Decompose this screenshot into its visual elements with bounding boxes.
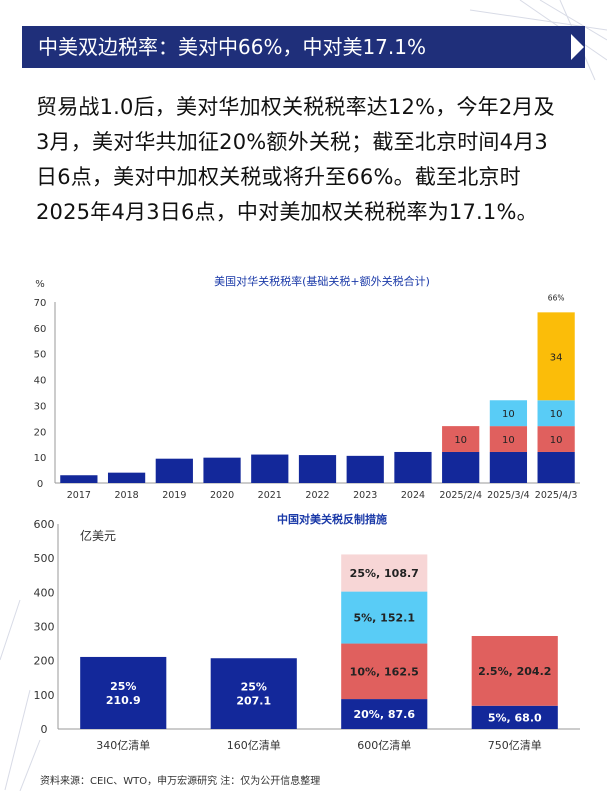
y-tick-label: 0 (41, 723, 48, 736)
bar-segment (489, 451, 528, 483)
x-tick-label: 2019 (162, 490, 186, 501)
banner-arrow-icon (571, 34, 584, 60)
bar-data-label: 25% (110, 680, 136, 693)
bar-segment (60, 475, 98, 483)
x-tick-label: 2020 (210, 490, 234, 501)
x-tick-label: 750亿清单 (488, 739, 542, 752)
x-tick-label: 2025/3/4 (487, 490, 530, 501)
y-tick-label: 20 (34, 427, 47, 438)
bar-data-label: 10 (550, 409, 563, 420)
page-title-banner: 中美双边税率：美对中66%，中对美17.1% (22, 26, 585, 68)
y-tick-label: 200 (34, 655, 55, 668)
bar-segment (107, 472, 146, 483)
bar-segment (298, 455, 337, 483)
x-tick-label: 2022 (305, 490, 329, 501)
y-tick-label: 500 (34, 552, 55, 565)
y-tick-label: 50 (34, 350, 47, 361)
y-axis-label: 亿美元 (80, 528, 116, 543)
bar-segment (537, 426, 575, 452)
bar-data-label: 20%, 87.6 (354, 708, 416, 721)
bar-data-label: 25% (241, 681, 267, 694)
y-tick-label: 0 (37, 479, 43, 490)
bar-segment (394, 451, 432, 483)
y-tick-label: 70 (34, 298, 47, 309)
page-title: 中美双边税率：美对中66%，中对美17.1% (38, 35, 426, 59)
intro-paragraph: 贸易战1.0后，美对华加权关税税率达12%，今年2月及 3月，美对华共加征20%… (36, 90, 584, 230)
bar-segment (210, 658, 297, 729)
chart-title: 中国对美关税反制措施 (277, 512, 387, 526)
bar-data-label: 10 (550, 435, 563, 446)
y-tick-label: 60 (34, 324, 47, 335)
bar-data-label: 210.9 (106, 694, 141, 707)
y-tick-label: 400 (34, 586, 55, 599)
bar-segment (203, 457, 241, 483)
y-tick-label: 600 (34, 518, 55, 531)
bar-segment (471, 705, 558, 729)
bar-data-label: 207.1 (236, 695, 271, 708)
bar-segment (537, 312, 575, 401)
bar-segment (251, 454, 289, 483)
x-tick-label: 2017 (67, 490, 91, 501)
bar-segment (341, 554, 428, 592)
bar-segment (442, 451, 480, 483)
paragraph-line: 2025年4月3日6点，中对美加权关税税率为17.1%。 (36, 200, 538, 224)
x-tick-label: 2025/4/3 (535, 490, 578, 501)
x-tick-label: 2024 (401, 490, 425, 501)
paragraph-line: 贸易战1.0后，美对华加权关税税率达12%，今年2月及 (36, 95, 555, 119)
bar-data-label: 34 (550, 352, 563, 363)
x-tick-label: 2025/2/4 (439, 490, 482, 501)
bar-segment (346, 455, 384, 483)
source-note: 资料来源：CEIC、WTO，申万宏源研究 注：仅为公开信息整理 (40, 776, 321, 787)
bar-segment (341, 699, 428, 729)
bar-data-label: 10 (502, 409, 515, 420)
bar-data-label: 2.5%, 204.2 (478, 665, 551, 678)
bar-segment (155, 458, 193, 483)
bar-data-label: 5%, 152.1 (354, 612, 415, 625)
bar-segment (489, 400, 528, 427)
bar-segment (537, 400, 575, 427)
x-tick-label: 340亿清单 (96, 739, 150, 752)
y-tick-label: 100 (34, 689, 55, 702)
bar-segment (537, 451, 575, 483)
y-tick-label: 300 (34, 621, 55, 634)
bar-segment (489, 426, 528, 452)
bar-segment (471, 635, 558, 706)
bar-data-label: 10%, 162.5 (350, 665, 419, 678)
y-axis-label: % (35, 279, 45, 290)
bar-segment (442, 426, 480, 452)
bar-data-label: 25%, 108.7 (350, 567, 419, 580)
bar-segment (341, 591, 428, 644)
chart-title: 美国对华关税税率(基础关税+额外关税合计) (214, 274, 430, 288)
y-tick-label: 10 (34, 453, 47, 464)
bar-data-label: 5%, 68.0 (488, 711, 542, 724)
y-tick-label: 40 (34, 376, 47, 387)
bar-data-label: 10 (454, 435, 467, 446)
x-tick-label: 2018 (114, 490, 138, 501)
paragraph-line: 日6点，美对中加权关税或将升至66%。截至北京时 (36, 165, 521, 189)
paragraph-line: 3月，美对华共加征20%额外关税；截至北京时间4月3 (36, 130, 548, 154)
x-tick-label: 600亿清单 (357, 739, 411, 752)
bar-segment (341, 643, 428, 700)
bar-total-annotation: 66% (548, 293, 565, 302)
x-tick-label: 2021 (258, 490, 282, 501)
x-tick-label: 160亿清单 (227, 739, 281, 752)
bar-segment (80, 656, 167, 729)
y-tick-label: 30 (34, 401, 47, 412)
bar-data-label: 10 (502, 435, 515, 446)
x-tick-label: 2023 (353, 490, 377, 501)
